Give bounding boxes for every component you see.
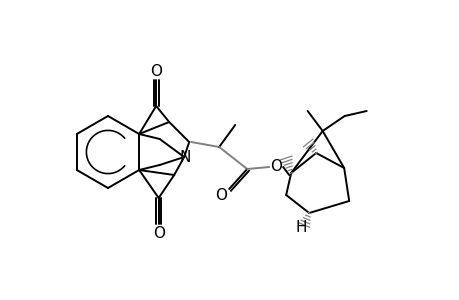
Text: O: O	[215, 188, 227, 202]
Text: N: N	[179, 149, 190, 164]
Text: O: O	[152, 226, 164, 241]
Text: H: H	[295, 220, 306, 235]
Text: O: O	[269, 158, 281, 173]
Text: O: O	[150, 64, 162, 79]
